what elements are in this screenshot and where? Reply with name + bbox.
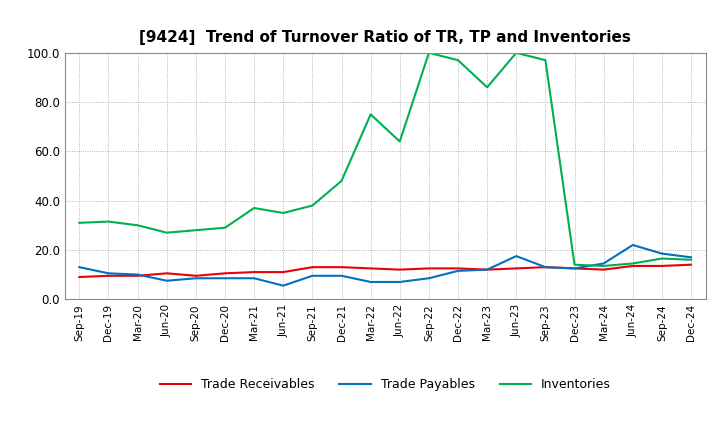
Inventories: [279, 210, 287, 216]
Inventories: [104, 219, 113, 224]
Line: Trade Payables: Trade Payables: [79, 245, 691, 286]
Trade Receivables: [308, 264, 317, 270]
Inventories: [337, 178, 346, 183]
Trade Receivables: [366, 266, 375, 271]
Trade Receivables: [220, 271, 229, 276]
Inventories: [308, 203, 317, 208]
Trade Receivables: [133, 273, 142, 279]
Trade Payables: [395, 279, 404, 285]
Trade Receivables: [570, 266, 579, 271]
Trade Payables: [425, 275, 433, 281]
Line: Trade Receivables: Trade Receivables: [79, 265, 691, 277]
Inventories: [570, 262, 579, 268]
Inventories: [75, 220, 84, 225]
Title: [9424]  Trend of Turnover Ratio of TR, TP and Inventories: [9424] Trend of Turnover Ratio of TR, TP…: [139, 29, 631, 45]
Trade Payables: [133, 272, 142, 277]
Inventories: [395, 139, 404, 144]
Trade Payables: [687, 255, 696, 260]
Trade Payables: [163, 278, 171, 283]
Inventories: [483, 84, 492, 90]
Inventories: [541, 58, 550, 63]
Trade Payables: [599, 261, 608, 266]
Trade Receivables: [687, 262, 696, 268]
Inventories: [192, 227, 200, 233]
Inventories: [687, 257, 696, 262]
Trade Payables: [570, 266, 579, 271]
Inventories: [629, 261, 637, 266]
Trade Receivables: [483, 267, 492, 272]
Trade Receivables: [192, 273, 200, 279]
Trade Payables: [541, 264, 550, 270]
Trade Payables: [629, 242, 637, 248]
Inventories: [366, 112, 375, 117]
Inventories: [454, 58, 462, 63]
Inventories: [512, 50, 521, 55]
Inventories: [220, 225, 229, 231]
Trade Receivables: [541, 264, 550, 270]
Inventories: [163, 230, 171, 235]
Inventories: [599, 263, 608, 268]
Trade Payables: [337, 273, 346, 279]
Trade Payables: [75, 264, 84, 270]
Trade Receivables: [250, 269, 258, 275]
Trade Receivables: [657, 263, 666, 268]
Trade Receivables: [75, 275, 84, 280]
Trade Receivables: [395, 267, 404, 272]
Inventories: [133, 223, 142, 228]
Trade Receivables: [512, 266, 521, 271]
Trade Payables: [366, 279, 375, 285]
Trade Payables: [657, 251, 666, 256]
Trade Payables: [454, 268, 462, 274]
Inventories: [250, 205, 258, 211]
Trade Payables: [512, 253, 521, 259]
Trade Payables: [250, 275, 258, 281]
Trade Receivables: [279, 269, 287, 275]
Trade Receivables: [599, 267, 608, 272]
Inventories: [425, 50, 433, 55]
Trade Payables: [220, 275, 229, 281]
Trade Receivables: [425, 266, 433, 271]
Legend: Trade Receivables, Trade Payables, Inventories: Trade Receivables, Trade Payables, Inven…: [155, 374, 616, 396]
Trade Receivables: [629, 263, 637, 268]
Trade Receivables: [454, 266, 462, 271]
Inventories: [657, 256, 666, 261]
Trade Payables: [308, 273, 317, 279]
Line: Inventories: Inventories: [79, 53, 691, 266]
Trade Payables: [192, 275, 200, 281]
Trade Receivables: [104, 273, 113, 279]
Trade Receivables: [337, 264, 346, 270]
Trade Payables: [279, 283, 287, 288]
Trade Receivables: [163, 271, 171, 276]
Trade Payables: [104, 271, 113, 276]
Trade Payables: [483, 267, 492, 272]
